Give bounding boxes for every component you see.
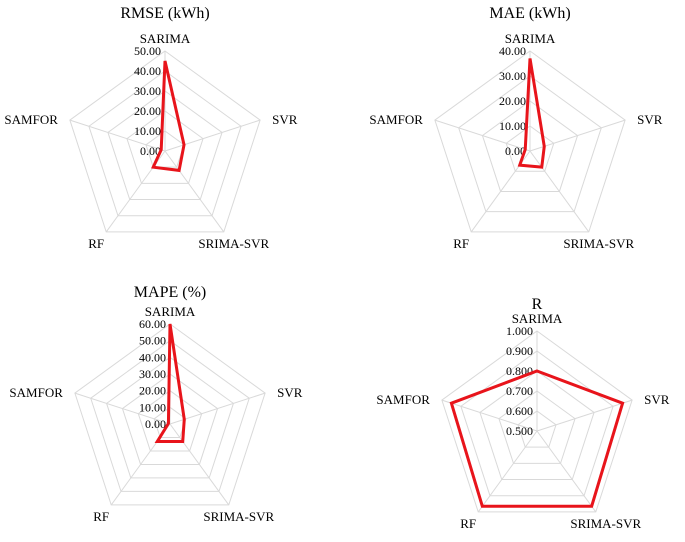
radial-tick-label: 0.700 bbox=[506, 384, 533, 398]
axis-label-svr: SVR bbox=[644, 392, 670, 407]
grid-ring bbox=[90, 340, 250, 492]
radial-tick-label: 0.500 bbox=[506, 424, 533, 438]
grid-ring bbox=[69, 50, 261, 233]
grid-ring bbox=[479, 370, 595, 481]
axis-label-svr: SVR bbox=[277, 385, 303, 400]
radial-tick-label: 0.600 bbox=[506, 404, 533, 418]
grid-ring bbox=[505, 125, 555, 172]
series-line bbox=[517, 58, 546, 169]
radial-tick-label: 0.00 bbox=[505, 144, 526, 158]
grid-ring bbox=[498, 390, 576, 464]
grid-ring bbox=[434, 50, 626, 233]
radial-tick-label: 0.00 bbox=[140, 144, 161, 158]
grid-ring bbox=[106, 356, 234, 479]
axis-label-srima-svr: SRIMA-SVR bbox=[198, 236, 269, 251]
radial-tick-label: 10.00 bbox=[139, 400, 166, 414]
grid-ring bbox=[107, 90, 223, 201]
axis-label-rf: RF bbox=[460, 516, 476, 531]
grid-ring bbox=[517, 410, 557, 448]
radial-tick-label: 60.00 bbox=[139, 317, 166, 331]
grid-spoke bbox=[164, 150, 225, 233]
axis-label-svr: SVR bbox=[272, 112, 298, 127]
axis-label-samfor: SAMFOR bbox=[9, 385, 63, 400]
grid-ring bbox=[137, 390, 203, 452]
radial-tick-label: 20.00 bbox=[499, 94, 526, 108]
series-line bbox=[151, 60, 186, 173]
grid-spoke bbox=[69, 119, 166, 152]
grid-spoke bbox=[164, 119, 261, 152]
grid-spoke bbox=[434, 119, 531, 152]
axis-label-srima-svr: SRIMA-SVR bbox=[563, 236, 634, 251]
grid-ring bbox=[88, 70, 242, 217]
grid-spoke bbox=[536, 430, 597, 513]
axis-label-rf: RF bbox=[93, 509, 109, 524]
axis-label-samfor: SAMFOR bbox=[4, 112, 58, 127]
radar-panel-mae-kwh: MAE (kWh) SARIMA SVR SRIMA-SVR RF SAMFOR 0.00 1… bbox=[369, 5, 662, 251]
chart-title: RMSE (kWh) bbox=[120, 5, 209, 22]
axis-label-samfor: SAMFOR bbox=[369, 112, 423, 127]
grid-spoke bbox=[169, 423, 230, 506]
radial-tick-label: 1.000 bbox=[506, 324, 533, 338]
grid-ring bbox=[458, 75, 602, 213]
radial-tick-label: 0.800 bbox=[506, 364, 533, 378]
grid-spoke bbox=[169, 392, 266, 425]
radial-tick-label: 30.00 bbox=[139, 367, 166, 381]
grid-spoke bbox=[74, 392, 171, 425]
radial-tick-label: 10.00 bbox=[499, 119, 526, 133]
radial-tick-label: 20.00 bbox=[134, 104, 161, 118]
radial-tick-label: 40.00 bbox=[499, 44, 526, 58]
chart-title: R bbox=[532, 296, 543, 313]
axis-label-svr: SVR bbox=[637, 112, 663, 127]
grid-ring bbox=[481, 100, 579, 192]
grid-spoke bbox=[536, 399, 633, 432]
chart-title: MAE (kWh) bbox=[489, 5, 570, 22]
axis-label-sarima: SARIMA bbox=[145, 304, 196, 319]
radial-tick-label: 50.00 bbox=[134, 44, 161, 58]
grid-spoke bbox=[441, 399, 538, 432]
radial-tick-label: 40.00 bbox=[139, 350, 166, 364]
axis-label-sarima: SARIMA bbox=[512, 311, 563, 326]
radial-tick-label: 10.00 bbox=[134, 124, 161, 138]
grid-ring bbox=[121, 373, 219, 465]
axis-label-sarima: SARIMA bbox=[505, 31, 556, 46]
grid-ring bbox=[460, 350, 614, 497]
axis-label-srima-svr: SRIMA-SVR bbox=[203, 509, 274, 524]
grid-ring bbox=[126, 110, 204, 184]
radial-tick-label: 30.00 bbox=[499, 69, 526, 83]
radar-panel-rmse-kwh: RMSE (kWh) SARIMA SVR SRIMA-SVR RF SAMFOR 0.00… bbox=[4, 5, 297, 251]
radial-tick-label: 0.900 bbox=[506, 344, 533, 358]
grid-ring bbox=[441, 330, 633, 513]
radial-tick-label: 0.00 bbox=[145, 417, 166, 431]
radial-tick-label: 50.00 bbox=[139, 334, 166, 348]
grid-spoke bbox=[529, 150, 590, 233]
axis-label-samfor: SAMFOR bbox=[376, 392, 430, 407]
grid-spoke bbox=[529, 119, 626, 152]
radial-tick-label: 30.00 bbox=[134, 84, 161, 98]
chart-title: MAPE (%) bbox=[134, 284, 206, 301]
radial-tick-label: 20.00 bbox=[139, 384, 166, 398]
series-line bbox=[154, 323, 186, 444]
grid-ring bbox=[74, 323, 266, 506]
radar-panel-mape: MAPE (%) SARIMA SVR SRIMA-SVR RF SAMFOR 0.00 10… bbox=[9, 284, 302, 524]
grid-spoke bbox=[477, 430, 538, 513]
series-line bbox=[449, 369, 625, 508]
radial-tick-label: 40.00 bbox=[134, 64, 161, 78]
axis-label-rf: RF bbox=[88, 236, 104, 251]
axis-label-sarima: SARIMA bbox=[140, 31, 191, 46]
axis-label-srima-svr: SRIMA-SVR bbox=[570, 516, 641, 531]
axis-label-rf: RF bbox=[453, 236, 469, 251]
